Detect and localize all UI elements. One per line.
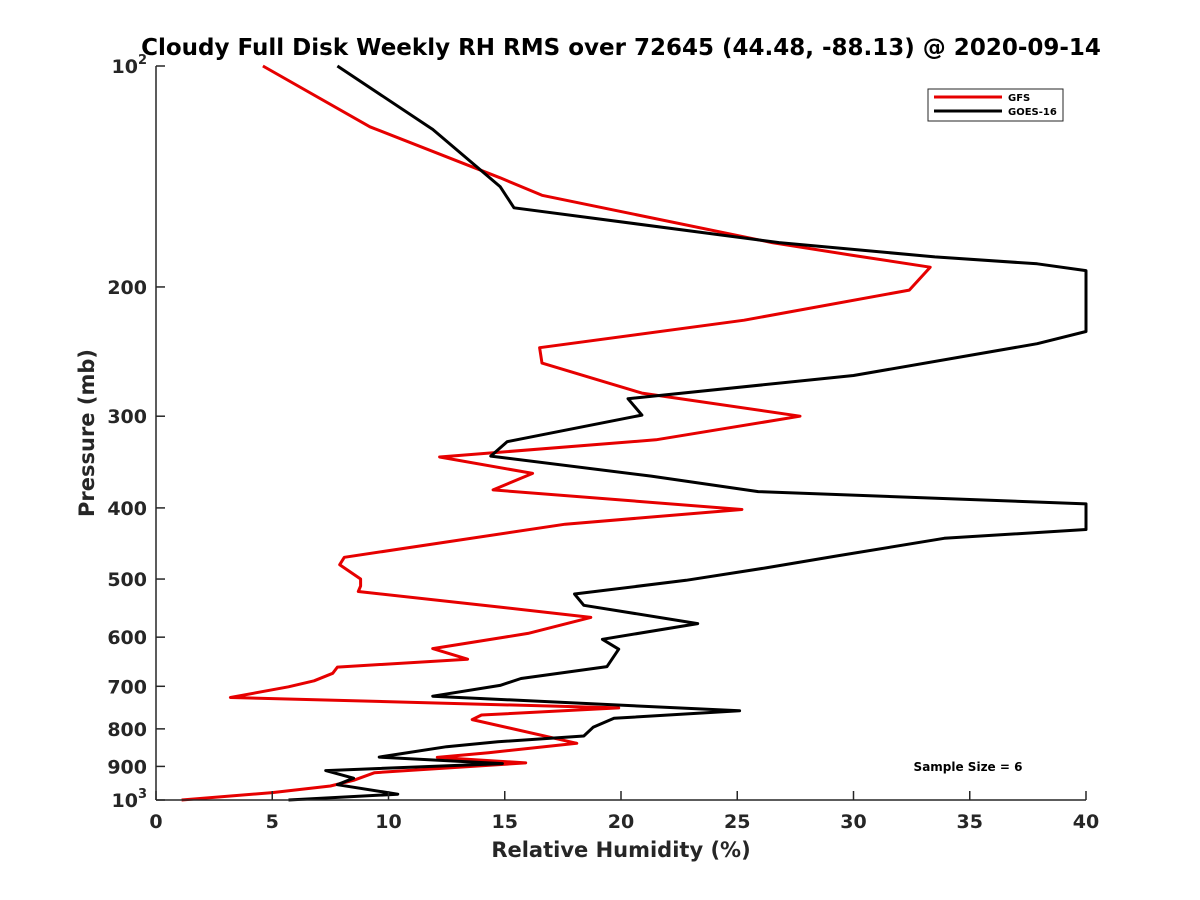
y-tick-label: 200 [107,277,147,299]
series-line-gfs [181,64,932,802]
y-tick-label: 600 [107,627,147,649]
sample-size-annotation: Sample Size = 6 [914,760,1023,774]
x-axis-label: Relative Humidity (%) [491,838,750,862]
legend-label: GFS [1008,93,1030,104]
y-tick-label: 700 [107,676,147,698]
series-layer [181,64,1088,802]
y-tick-label: 900 [107,756,147,778]
legend-box [927,88,1064,122]
x-tick-label: 20 [608,811,634,833]
x-tick-label: 10 [375,811,401,833]
x-tick-label: 25 [724,811,750,833]
x-tick-label: 40 [1073,811,1099,833]
plot-frame [156,66,1086,800]
legend-label: GOES-16 [1008,107,1057,118]
x-tick-label: 30 [840,811,866,833]
y-tick-label: 103 [112,787,148,812]
x-tick-label: 15 [492,811,518,833]
y-axis-label: Pressure (mb) [75,349,99,517]
y-tick-label: 800 [107,719,147,741]
y-ticks: 102 200 300 400 500 600 700 800 900 103 [107,53,165,812]
y-tick-label: 102 [112,53,148,78]
y-tick-label: 500 [107,569,147,591]
legend: GFS GOES-16 [927,88,1064,122]
chart-title: Cloudy Full Disk Weekly RH RMS over 7264… [141,35,1101,61]
x-tick-label: 5 [266,811,279,833]
x-ticks: 0 5 10 15 20 25 30 35 40 [149,791,1099,833]
x-tick-label: 0 [149,811,162,833]
series-line-goes-16 [288,64,1088,802]
y-tick-label: 400 [107,498,147,520]
x-tick-label: 35 [957,811,983,833]
y-tick-label: 300 [107,406,147,428]
